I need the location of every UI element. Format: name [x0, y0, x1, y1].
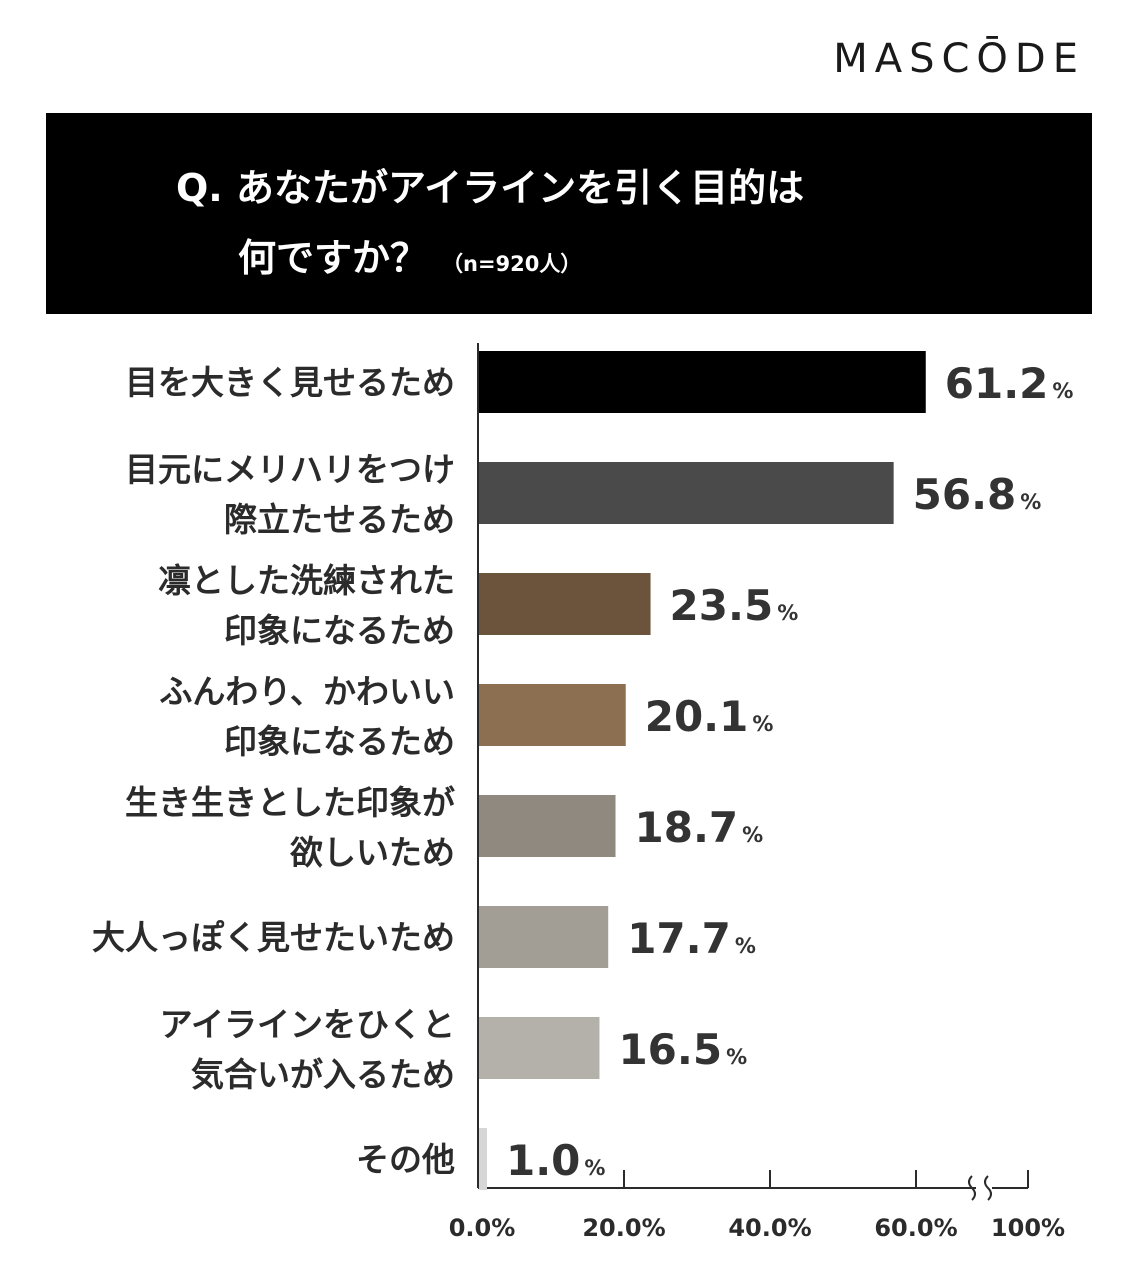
bar — [479, 906, 609, 968]
x-tick-label: 60.0% — [874, 1214, 957, 1242]
category-label: 大人っぽく見せたいため — [92, 918, 455, 957]
x-tick-label: 0.0% — [449, 1214, 516, 1242]
category-label: アイラインをひくと — [160, 1005, 455, 1044]
sample-size: （n=920人） — [442, 252, 582, 276]
question-title-line2: 何ですか？ （n=920人） — [238, 227, 581, 282]
bar — [479, 1128, 487, 1190]
category-label: 印象になるため — [224, 611, 455, 650]
category-label: 際立たせるため — [224, 500, 455, 539]
bar — [479, 684, 626, 746]
category-label: 印象になるため — [224, 722, 455, 761]
data-label: 16.5% — [618, 1025, 747, 1074]
category-label: 生き生きとした印象が — [125, 783, 455, 822]
bar — [479, 351, 926, 413]
data-label: 23.5% — [670, 581, 799, 630]
axis-break-mark — [968, 1175, 976, 1201]
brand-logo: MASCŌDE — [833, 36, 1085, 82]
x-tick-label: 40.0% — [728, 1214, 811, 1242]
category-label: 目元にメリハリをつけ — [125, 450, 455, 489]
data-label: 18.7% — [635, 803, 764, 852]
data-label: 20.1% — [645, 692, 774, 741]
data-label: 1.0% — [506, 1136, 605, 1185]
question-header: Q. あなたがアイラインを引く目的は 何ですか？ （n=920人） — [46, 113, 1092, 314]
category-label: ふんわり、かわいい — [159, 672, 455, 711]
x-tick-label: 20.0% — [582, 1214, 665, 1242]
data-label: 61.2% — [945, 359, 1074, 408]
data-label: 17.7% — [627, 914, 756, 963]
category-label: 凛とした洗練された — [158, 561, 455, 600]
data-label: 56.8% — [913, 470, 1042, 519]
category-label: 気合いが入るため — [191, 1055, 455, 1094]
axis-break-mark — [984, 1175, 992, 1201]
question-title-text: 何ですか？ — [238, 236, 429, 280]
category-label: 欲しいため — [289, 833, 455, 872]
bar — [479, 1017, 600, 1079]
question-title-line1: Q. あなたがアイラインを引く目的は — [176, 166, 805, 210]
category-label: その他 — [356, 1140, 455, 1179]
category-label: 目を大きく見せるため — [125, 363, 455, 402]
bar — [479, 573, 651, 635]
bar — [479, 795, 616, 857]
x-tick-label: 100% — [991, 1214, 1065, 1242]
bar — [479, 462, 894, 524]
